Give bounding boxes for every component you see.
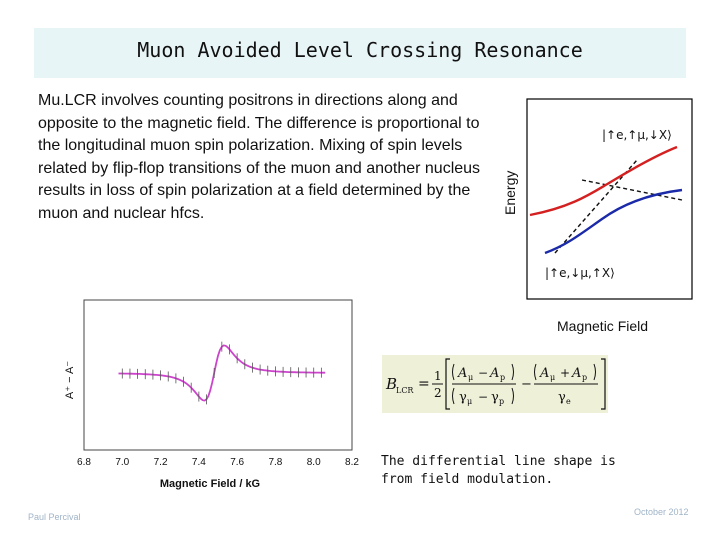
plot-frame	[83, 299, 353, 451]
spectrum-y-label: A⁺ − A⁻	[64, 361, 76, 399]
footer-date: October 2012	[634, 507, 689, 517]
spectrum-x-label: Magnetic Field / kG	[160, 478, 260, 490]
t1-den-g2: γ	[491, 390, 499, 405]
energy-axis-label: Energy	[502, 171, 518, 215]
t2-den-g: γ	[558, 390, 566, 405]
t2-den-g-sub: e	[566, 397, 571, 406]
upper-level-curve	[529, 145, 678, 217]
slide-title: Muon Avoided Level Crossing Resonance	[137, 38, 583, 62]
t2-num-a: A	[539, 366, 549, 381]
x-tick-label-2: 7.2	[154, 457, 168, 468]
formula-half-den: 2	[434, 386, 442, 400]
t2-plus: +	[560, 366, 570, 380]
formula-lhs-sub: LCR	[396, 386, 414, 395]
x-tick-label-4: 7.6	[230, 457, 244, 468]
formula-equals: =	[418, 376, 430, 392]
formula-lhs: B	[385, 375, 397, 393]
body-paragraph: Mu.LCR involves counting positrons in di…	[38, 92, 481, 222]
caption: The differential line shape is from fiel…	[381, 453, 616, 489]
x-tick-label-7: 8.2	[345, 457, 359, 468]
caption-line-2: from field modulation.	[381, 472, 554, 487]
x-tick-label-5: 7.8	[268, 457, 282, 468]
t1-den-g2-sub: p	[499, 397, 504, 406]
t1-num-a2-sub: p	[500, 373, 505, 382]
t1-den-g: γ	[459, 390, 467, 405]
upper-state-label: |↑e,↑μ,↓X⟩	[602, 128, 672, 142]
t1-den-g-sub: μ	[467, 397, 472, 406]
energy-level-diagram: Energy |↑e,↑μ,↓X⟩ |↑e,↓μ,↑X⟩	[502, 98, 693, 300]
t1-den-minus: −	[478, 390, 488, 404]
spectrum-data-points	[121, 341, 322, 405]
t2-num-a2-sub: p	[582, 373, 587, 382]
formula-mid-minus: −	[521, 377, 532, 392]
t2-num-a-sub: μ	[550, 373, 555, 382]
footer-author: Paul Percival	[28, 512, 81, 522]
t2-num-a2: A	[571, 366, 581, 381]
x-tick-label-0: 6.8	[77, 457, 91, 468]
t1-minus: −	[478, 366, 488, 380]
blcr-formula: B LCR = 1 2 A μ − A p γ μ − γ p −	[385, 358, 606, 410]
spectrum-curve	[118, 344, 326, 402]
formula-box: B LCR = 1 2 A μ − A p γ μ − γ p −	[382, 355, 608, 413]
title-bar: Muon Avoided Level Crossing Resonance	[34, 28, 686, 78]
lower-state-label: |↑e,↓μ,↑X⟩	[545, 266, 615, 280]
t1-num-a: A	[457, 366, 467, 381]
x-tick-labels: 6.8 7.0 7.2 7.4 7.6 7.8 8.0 8.2	[77, 457, 359, 468]
caption-line-1: The differential line shape is	[381, 454, 616, 469]
crossing-line-2	[581, 179, 683, 201]
t1-num-a-sub: μ	[468, 373, 473, 382]
x-tick-label-6: 8.0	[307, 457, 321, 468]
magnetic-field-axis-label: Magnetic Field	[557, 318, 649, 334]
t1-num-a2: A	[489, 366, 499, 381]
diagram-frame	[526, 98, 693, 300]
x-tick-label-1: 7.0	[115, 457, 129, 468]
lower-level-curve	[544, 188, 683, 255]
formula-half-num: 1	[434, 369, 442, 383]
lcr-spectrum-plot: A⁺ − A⁻ 6.8 7.0 7.2 7.4 7.6 7.8 8.0 8.2 Magneti…	[64, 299, 359, 490]
x-tick-label-3: 7.4	[192, 457, 206, 468]
